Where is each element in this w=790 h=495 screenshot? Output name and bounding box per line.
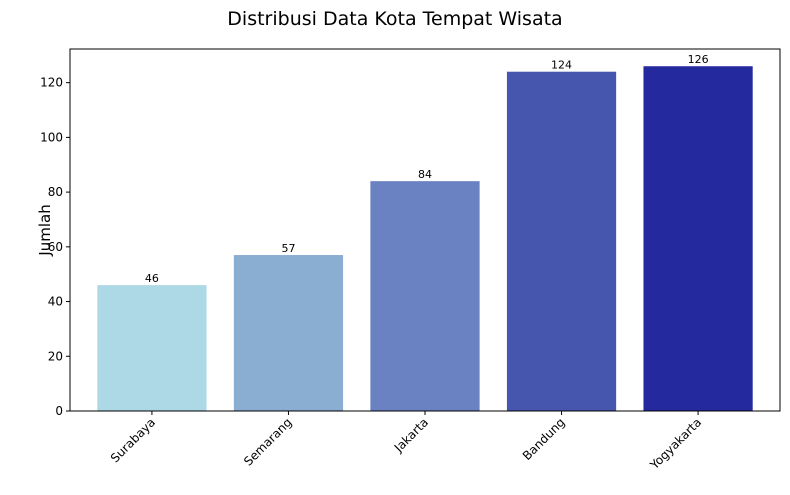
y-tick-label-0: 0	[55, 404, 63, 418]
bar-semarang	[233, 255, 344, 411]
data-label-surabaya: 46	[145, 272, 159, 285]
plot-area: 46 57 84 124 126 0 20 40 60 80 100 120 Surabaya Sem…	[40, 48, 781, 473]
x-axis: Surabaya Semarang Jakarta Bandung Yogyakarta	[108, 411, 704, 473]
x-tick-label-bandung: Bandung	[520, 415, 568, 463]
x-tick-label-semarang: Semarang	[241, 415, 294, 468]
x-tick-label-jakarta: Jakarta	[391, 415, 431, 455]
y-axis: 0 20 40 60 80 100 120	[40, 76, 70, 418]
bar-bandung	[506, 71, 617, 412]
chart-title: Distribusi Data Kota Tempat Wisata	[227, 8, 562, 30]
plot-frame	[69, 48, 781, 412]
y-tick-label-100: 100	[40, 130, 63, 144]
y-tick-label-20: 20	[48, 349, 63, 363]
data-label-semarang: 57	[281, 242, 295, 255]
y-tick-label-80: 80	[48, 185, 63, 199]
x-tick-label-surabaya: Surabaya	[108, 415, 158, 465]
data-labels-group: 46 57 84 124 126	[145, 53, 709, 285]
bars-group	[97, 66, 753, 412]
x-tick-label-yogyakarta: Yogyakarta	[647, 415, 704, 472]
y-tick-label-40: 40	[48, 295, 63, 309]
y-axis-label: Jumlah	[36, 204, 54, 256]
data-label-jakarta: 84	[418, 168, 432, 181]
bar-surabaya	[97, 285, 207, 411]
bar-yogyakarta	[643, 66, 753, 412]
y-tick-label-60: 60	[48, 240, 63, 254]
data-label-bandung: 124	[551, 59, 572, 72]
data-label-yogyakarta: 126	[688, 53, 709, 66]
y-tick-label-120: 120	[40, 76, 63, 90]
bar-jakarta	[370, 181, 480, 411]
